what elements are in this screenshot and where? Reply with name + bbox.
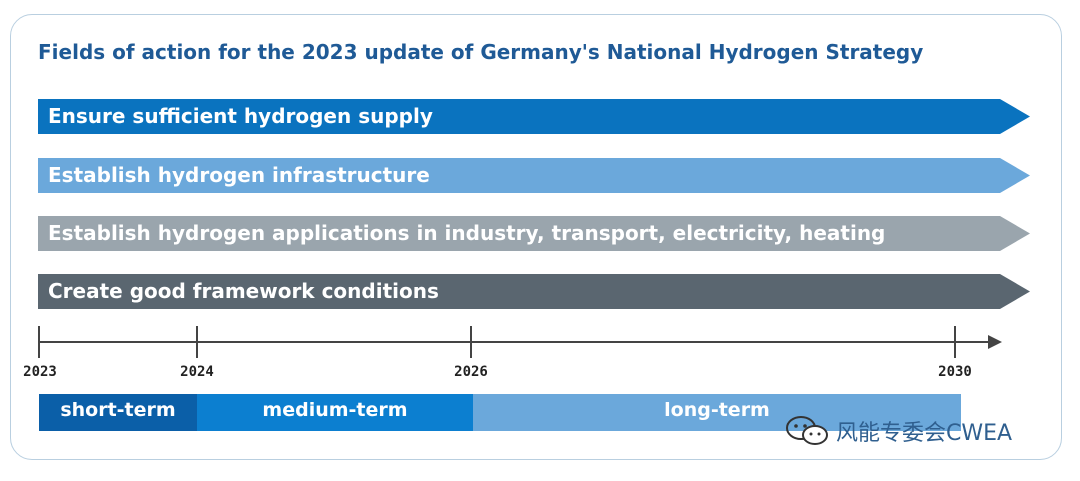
field-arrow-infrastructure: Establish hydrogen infrastructure bbox=[38, 158, 1030, 193]
diagram-title: Fields of action for the 2023 update of … bbox=[38, 40, 924, 64]
year-label-2024: 2024 bbox=[180, 364, 214, 380]
diagram-frame bbox=[10, 14, 1062, 460]
timeline-arrowhead bbox=[988, 335, 1002, 349]
field-label: Create good framework conditions bbox=[48, 279, 439, 303]
field-arrow-supply: Ensure sufficient hydrogen supply bbox=[38, 99, 1030, 134]
field-label: Ensure sufficient hydrogen supply bbox=[48, 104, 433, 128]
term-medium: medium-term bbox=[197, 394, 473, 431]
watermark: 风能专委会CWEA bbox=[784, 414, 1012, 448]
year-label-2023: 2023 bbox=[23, 364, 57, 380]
field-arrow-framework: Create good framework conditions bbox=[38, 274, 1030, 309]
field-arrow-applications: Establish hydrogen applications in indus… bbox=[38, 216, 1030, 251]
timeline-axis bbox=[38, 326, 1002, 358]
year-label-2030: 2030 bbox=[938, 364, 972, 380]
wechat-icon bbox=[786, 416, 828, 445]
field-label: Establish hydrogen infrastructure bbox=[48, 163, 430, 187]
field-label: Establish hydrogen applications in indus… bbox=[48, 221, 886, 245]
year-label-2026: 2026 bbox=[454, 364, 488, 380]
term-short: short-term bbox=[39, 394, 197, 431]
watermark-text: 风能专委会CWEA bbox=[836, 421, 1013, 446]
term-long: long-term bbox=[473, 394, 961, 431]
